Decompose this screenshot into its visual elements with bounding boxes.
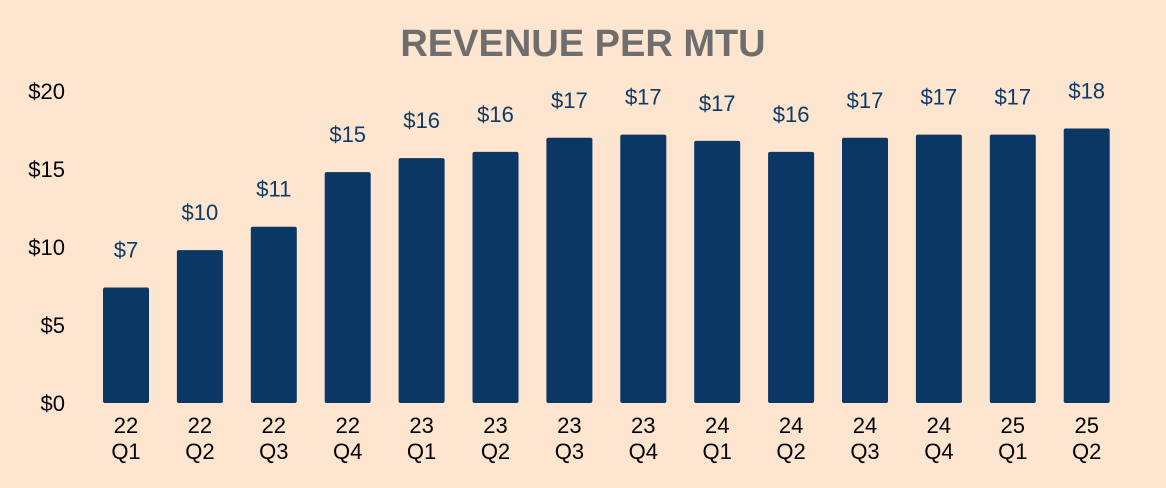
- bar-value-label: $10: [182, 200, 219, 225]
- x-tick-year: 23: [557, 413, 581, 438]
- x-tick-year: 22: [114, 413, 138, 438]
- x-axis: 22Q122Q222Q322Q423Q123Q223Q323Q424Q124Q2…: [111, 413, 1101, 464]
- x-tick-quarter: Q4: [924, 439, 953, 464]
- bar-value-label: $16: [403, 108, 440, 133]
- bars-group: [103, 128, 1110, 404]
- x-tick-year: 22: [335, 413, 359, 438]
- bar-value-label: $17: [551, 88, 588, 113]
- bar-value-label: $17: [994, 85, 1031, 110]
- bar-value-label: $18: [1068, 78, 1105, 103]
- bar-value-label: $17: [921, 85, 958, 110]
- x-tick-quarter: Q2: [1072, 439, 1101, 464]
- bar: [250, 226, 297, 403]
- bar: [915, 134, 962, 403]
- bar-value-label: $17: [699, 91, 736, 116]
- x-tick-quarter: Q3: [555, 439, 584, 464]
- y-axis: $0 $5 $10 $15 $20: [28, 79, 65, 416]
- bar: [103, 287, 149, 403]
- bar-value-label: $16: [477, 102, 514, 127]
- y-tick-label: $5: [41, 313, 65, 338]
- bar-value-label: $17: [625, 85, 662, 110]
- y-tick-label: $20: [28, 79, 65, 104]
- x-tick-year: 23: [483, 413, 507, 438]
- data-labels-group: $7 $10 $11 $15 $16 $16 $17 $17 $17 $16 $17 $17 $17 $1…: [114, 78, 1105, 262]
- x-tick-year: 22: [262, 413, 286, 438]
- x-tick-year: 25: [1074, 413, 1098, 438]
- x-tick-quarter: Q4: [333, 439, 362, 464]
- y-tick-label: $10: [28, 235, 65, 260]
- x-tick-year: 24: [779, 413, 803, 438]
- bar: [546, 137, 593, 404]
- chart-title: REVENUE PER MTU: [400, 23, 765, 65]
- bar-value-label: $16: [773, 102, 810, 127]
- x-tick-quarter: Q2: [185, 439, 214, 464]
- x-tick-year: 23: [631, 413, 655, 438]
- x-tick-quarter: Q2: [481, 439, 510, 464]
- x-tick-quarter: Q1: [111, 439, 140, 464]
- bar: [398, 158, 445, 403]
- x-tick-quarter: Q1: [407, 439, 436, 464]
- x-tick-quarter: Q2: [776, 439, 805, 464]
- bar: [620, 134, 667, 403]
- y-tick-label: $15: [28, 157, 65, 182]
- x-tick-year: 24: [927, 413, 951, 438]
- x-tick-year: 24: [705, 413, 729, 438]
- bar: [989, 134, 1036, 403]
- y-tick-label: $0: [41, 391, 65, 416]
- bar-value-label: $11: [256, 177, 291, 202]
- bar-value-label: $7: [114, 238, 138, 263]
- bar: [768, 151, 815, 403]
- bar: [472, 151, 519, 403]
- bar: [1063, 128, 1110, 403]
- bar: [324, 172, 371, 403]
- x-tick-quarter: Q4: [629, 439, 658, 464]
- bar: [176, 250, 223, 403]
- x-tick-year: 22: [188, 413, 212, 438]
- x-tick-quarter: Q3: [850, 439, 879, 464]
- x-tick-quarter: Q1: [703, 439, 732, 464]
- bar-value-label: $15: [329, 122, 366, 147]
- bar: [694, 140, 741, 404]
- bar: [842, 137, 888, 404]
- x-tick-year: 23: [409, 413, 433, 438]
- bar-value-label: $17: [847, 88, 884, 113]
- x-tick-quarter: Q3: [259, 439, 288, 464]
- x-tick-year: 25: [1001, 413, 1025, 438]
- x-tick-year: 24: [853, 413, 877, 438]
- x-tick-quarter: Q1: [998, 439, 1027, 464]
